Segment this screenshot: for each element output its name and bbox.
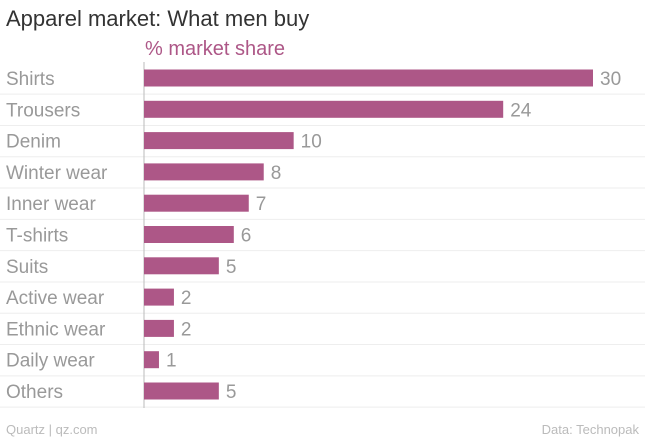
bar: [144, 257, 219, 275]
chart-subtitle: % market share: [145, 38, 286, 60]
credit-text: Quartz | qz.com: [6, 422, 98, 437]
value-label: 7: [256, 194, 267, 215]
value-label: 6: [241, 226, 252, 247]
bar: [144, 288, 174, 306]
value-label: 5: [226, 257, 237, 278]
chart-title: Apparel market: What men buy: [6, 6, 310, 31]
category-label: Trousers: [6, 100, 80, 121]
bar: [144, 132, 294, 150]
category-label: T-shirts: [6, 226, 68, 247]
bar: [144, 163, 264, 181]
bar: [144, 100, 504, 118]
bar: [144, 226, 234, 243]
category-label: Suits: [6, 257, 48, 278]
bar: [144, 69, 593, 87]
category-label: Others: [6, 382, 63, 403]
value-label: 1: [166, 351, 177, 372]
value-label: 5: [226, 382, 237, 403]
category-label: Winter wear: [6, 163, 108, 184]
value-label: 30: [600, 69, 621, 90]
category-label: Shirts: [6, 69, 55, 90]
bar: [144, 382, 219, 400]
category-label: Active wear: [6, 288, 105, 309]
value-label: 24: [510, 100, 532, 121]
category-label: Denim: [6, 132, 61, 153]
bar: [144, 194, 249, 212]
bar: [144, 351, 159, 369]
value-label: 10: [301, 132, 322, 153]
category-label: Inner wear: [6, 194, 96, 215]
category-label: Daily wear: [6, 351, 95, 372]
value-label: 8: [271, 163, 282, 184]
value-label: 2: [181, 288, 192, 309]
value-label: 2: [181, 319, 192, 340]
category-label: Ethnic wear: [6, 319, 106, 340]
source-text: Data: Technopak: [541, 422, 639, 437]
bar: [144, 319, 174, 337]
